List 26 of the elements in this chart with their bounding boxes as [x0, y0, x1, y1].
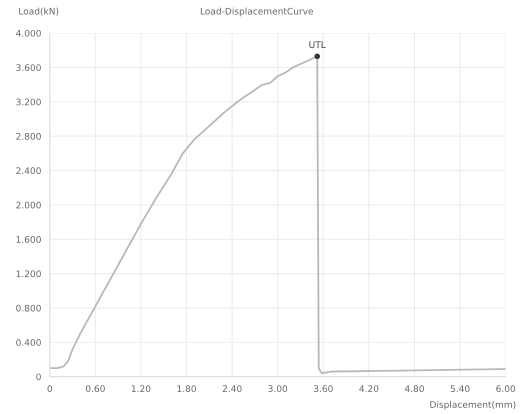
y-tick-label: 3.600 — [16, 64, 41, 72]
x-tick-label: 0.60 — [86, 385, 105, 392]
x-tick-label: 4.20 — [359, 385, 378, 392]
y-tick-label: 1.200 — [16, 270, 41, 278]
x-tick-label: 0 — [48, 385, 52, 392]
x-tick-label: 1.80 — [177, 385, 196, 392]
x-tick-label: 3.60 — [314, 385, 333, 392]
y-tick-label: 4.000 — [16, 30, 41, 37]
x-tick-label: 3.00 — [268, 385, 288, 392]
annotation: UTL — [309, 41, 326, 48]
chart-title: Load-DisplacementCurve — [200, 8, 314, 16]
x-tick-label: 4.80 — [404, 385, 424, 392]
y-tick-label: 2.800 — [16, 132, 41, 140]
y-tick-label: 0 — [36, 373, 41, 380]
x-tick-label: 6.00 — [496, 385, 516, 392]
y-axis-title: Load(kN) — [19, 8, 58, 16]
y-tick-label: 0.400 — [16, 339, 41, 346]
y-tick-label: 0.800 — [16, 304, 41, 312]
y-tick-label: 3.200 — [16, 98, 41, 106]
x-tick-label: 5.40 — [450, 385, 470, 392]
x-tick-label: 1.20 — [132, 385, 150, 392]
x-axis-title: Displacement(mm) — [430, 400, 516, 410]
x-tick-label: 2.40 — [222, 385, 242, 392]
y-tick-label: 2.400 — [16, 167, 41, 174]
y-tick-label: 1.600 — [16, 236, 41, 243]
y-tick-label: 2.000 — [16, 202, 41, 208]
